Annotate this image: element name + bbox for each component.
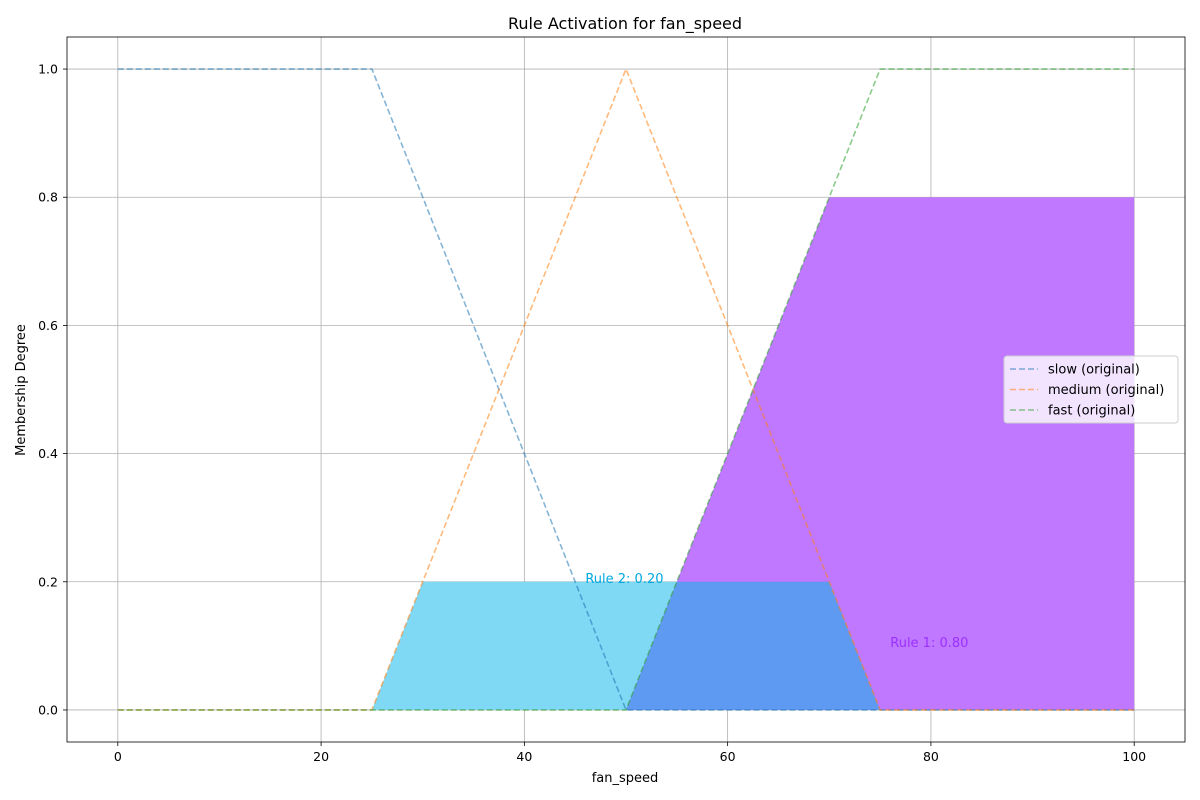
- x-tick-label: 80: [923, 749, 939, 764]
- chart-title: Rule Activation for fan_speed: [508, 14, 742, 34]
- legend-box: [1003, 355, 1179, 424]
- y-tick-label: 0.8: [38, 190, 58, 205]
- y-tick-label: 1.0: [38, 62, 58, 77]
- legend-label-slow: slow (original): [1048, 363, 1140, 378]
- x-tick-label: 40: [516, 749, 532, 764]
- rule-annotation-1: Rule 2: 0.20: [585, 572, 663, 587]
- y-tick-label: 0.4: [38, 446, 58, 461]
- x-tick-label: 20: [313, 749, 329, 764]
- rule-annotations: Rule 2: 0.20 Rule 1: 0.80: [585, 572, 968, 651]
- y-axis-label: Membership Degree: [14, 324, 29, 456]
- activation-fills: [371, 197, 1135, 710]
- legend: slow (original) medium (original) fast (or…: [1003, 355, 1179, 424]
- x-tick-label: 0: [114, 749, 122, 764]
- rule-annotation-2: Rule 1: 0.80: [890, 636, 968, 651]
- plot-frame: [66, 36, 1186, 743]
- legend-label-medium: medium (original): [1048, 383, 1164, 398]
- ticks: 0 20 40 60 80 100 0.0 0.2 0.4 0.6 0.8 1.0: [38, 62, 1146, 764]
- legend-label-fast: fast (original): [1048, 404, 1135, 419]
- y-tick-label: 0.2: [38, 574, 58, 589]
- x-tick-label: 60: [720, 749, 736, 764]
- x-axis-label: fan_speed: [592, 771, 659, 786]
- membership-lines: [117, 66, 1135, 711]
- series-line-fast: [117, 68, 1135, 711]
- y-tick-label: 0.6: [38, 318, 58, 333]
- activation-overlap-area: [626, 581, 881, 710]
- x-tick-label: 100: [1122, 749, 1146, 764]
- y-tick-label: 0.0: [38, 702, 58, 717]
